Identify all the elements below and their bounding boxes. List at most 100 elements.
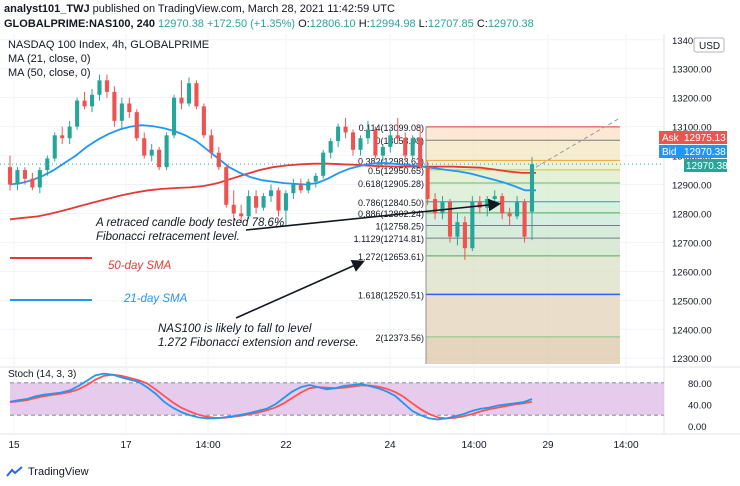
candle-body	[276, 190, 281, 211]
publish-line: analyst101_TWJ published on TradingView.…	[4, 3, 395, 15]
last-price-tag-value: 12970.38	[686, 161, 728, 172]
candle-body	[186, 83, 192, 104]
open-value: 12806.10	[309, 18, 356, 30]
candle-body	[142, 138, 147, 156]
high-label: H:	[358, 18, 370, 30]
time-tick-label: 22	[280, 440, 292, 451]
candle-body	[201, 106, 206, 136]
candle-body	[7, 167, 13, 185]
brand-name[interactable]: TradingView	[28, 466, 89, 478]
price-change: +172.50 (+1.35%)	[207, 18, 296, 30]
candle-body	[60, 135, 65, 139]
candle-body	[447, 201, 453, 237]
fib-level-label: 0.886(12802.24)	[358, 209, 424, 219]
candle-body	[67, 126, 72, 139]
time-tick-label: 15	[8, 440, 20, 451]
candle-body	[529, 164, 535, 212]
bid-price: 12970.38	[684, 147, 726, 158]
fib-level-label: 1(12758.25)	[375, 222, 424, 232]
price-tags: Ask 12975.13 Bid 12970.38 12970.38	[659, 131, 728, 172]
candle-body	[321, 152, 326, 176]
low-label: L:	[418, 18, 428, 30]
retrace-text-1: A retraced candle body tested 78.6%	[95, 217, 284, 229]
candle-body	[104, 80, 109, 92]
open-label: O:	[298, 18, 310, 30]
stoch-k-line	[9, 372, 533, 421]
candle-body	[365, 129, 370, 139]
candle-body	[403, 138, 408, 156]
retrace-arrow	[245, 198, 502, 231]
forecast-arrow	[235, 260, 365, 319]
candle-body	[45, 158, 50, 171]
author[interactable]: analyst101_TWJ	[4, 3, 90, 15]
candle-body	[37, 170, 42, 188]
fib-level-label: 0.114(13099.08)	[359, 123, 424, 133]
candle-body	[425, 167, 430, 199]
candle-body	[82, 100, 87, 107]
price-tick-label: 12400.00	[672, 325, 712, 336]
fib-zone	[426, 140, 620, 161]
price-tick-label: 12900.00	[672, 181, 712, 192]
candle-body	[373, 129, 378, 156]
candle-body	[179, 97, 184, 104]
sma21-label: 21-day SMA	[123, 293, 188, 305]
legend-ma21: MA (21, close, 0)	[8, 53, 91, 65]
candle-body	[172, 97, 177, 136]
retrace-annotation: A retraced candle body tested 78.6% Fibo…	[95, 198, 502, 243]
candle-body	[209, 135, 214, 153]
candle-body	[395, 135, 400, 139]
grid	[0, 34, 740, 435]
fib-zone	[426, 294, 620, 337]
chart-area[interactable]: 0.114(13099.08) 0(13053.08) 0.382(12983.63…	[0, 34, 740, 466]
tradingview-logo-icon[interactable]	[6, 466, 24, 478]
time-tick-label: 17	[120, 440, 132, 451]
candle-body	[455, 222, 460, 237]
low-value: 12707.85	[427, 18, 474, 30]
candle-body	[433, 199, 438, 214]
candle-body	[231, 204, 236, 214]
candle-body	[507, 213, 512, 217]
time-axis[interactable]: 15 17 14:00 22 24 14:00 29 14:00	[8, 440, 639, 451]
candle-body	[462, 222, 467, 249]
candle-body	[239, 213, 244, 217]
fib-level-label: 0.618(12905.28)	[358, 179, 424, 189]
time-tick-label: 14:00	[195, 440, 220, 451]
fib-level-label: 0.786(12840.50)	[358, 198, 424, 208]
sma-labels: 50-day SMA 21-day SMA	[10, 257, 188, 305]
legend-ma50: MA (50, close, 0)	[8, 67, 91, 79]
candle-body	[500, 196, 505, 214]
stoch-tick-label: 80.00	[688, 379, 712, 390]
fib-level-label: 0.5(12950.65)	[368, 166, 424, 176]
stochastic-pane: 80.00 40.00 0.00	[9, 372, 712, 433]
candle-body	[328, 141, 333, 153]
fib-level-label: 0.382(12983.63)	[358, 156, 424, 166]
currency-badge[interactable]: USD	[693, 37, 725, 53]
bid-label: Bid	[662, 147, 676, 158]
time-tick-label: 29	[542, 440, 554, 451]
candle-body	[112, 91, 117, 121]
price-tick-label: 12300.00	[672, 354, 712, 365]
candle-body	[336, 126, 341, 142]
ask-label: Ask	[662, 133, 680, 144]
candle-body	[485, 199, 490, 208]
fib-zone	[426, 336, 620, 364]
legend-title: NASDAQ 100 Index, 4h, GLOBALPRIME	[8, 39, 209, 51]
fib-zone	[426, 169, 620, 183]
trend-projection-line	[535, 117, 621, 168]
candle-body	[127, 103, 132, 113]
price-tick-label: 13100.00	[672, 123, 712, 134]
candle-body	[216, 152, 221, 168]
candle-body	[224, 167, 229, 205]
candle-body	[380, 146, 385, 156]
currency-label: USD	[699, 41, 720, 52]
price-tick-label: 12800.00	[672, 209, 712, 220]
fib-zone	[426, 255, 620, 295]
close-value: 12970.38	[487, 18, 534, 30]
fib-zone	[426, 182, 620, 202]
ma21-line	[9, 124, 536, 192]
candle-body	[291, 184, 296, 194]
last-price: 12970.38	[158, 18, 204, 30]
candle-body	[522, 201, 527, 237]
candle-body	[75, 100, 80, 127]
price-axis[interactable]: 13400.0013300.0013200.0013100.0013000.00…	[672, 36, 712, 365]
